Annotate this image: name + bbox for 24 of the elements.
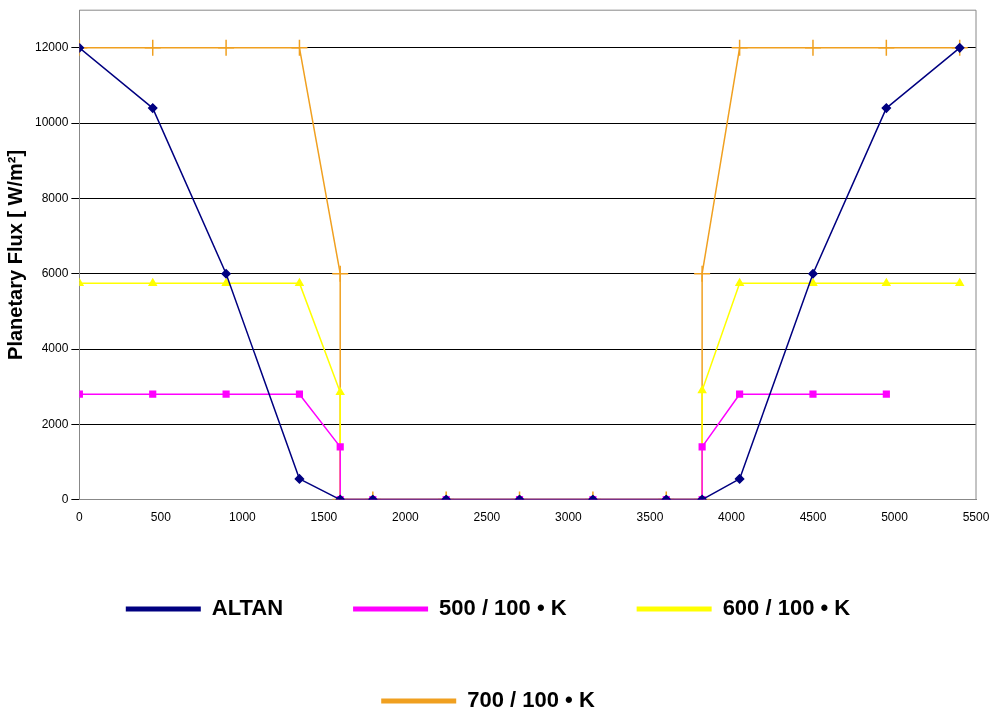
x-tick-label: 4500 xyxy=(799,510,827,525)
legend-label: 600 / 100 • K xyxy=(722,595,851,621)
y-tick-label: 12000 xyxy=(34,40,69,55)
x-tick-label: 0 xyxy=(76,510,84,525)
x-tick-label: 500 xyxy=(150,510,172,525)
y-tick-label: 8000 xyxy=(41,190,69,205)
legend-label: 700 / 100 • K xyxy=(467,687,595,713)
y-tick-label: 2000 xyxy=(41,416,69,431)
x-tick-label: 3500 xyxy=(636,510,664,525)
x-tick-label: 2500 xyxy=(473,510,501,525)
legend-label: ALTAN xyxy=(211,595,284,621)
x-tick-label: 1500 xyxy=(310,510,338,525)
y-tick-label: 6000 xyxy=(41,266,69,281)
y-tick-label: 4000 xyxy=(41,341,69,356)
x-tick-label: 5500 xyxy=(962,510,990,525)
y-tick-label: 0 xyxy=(61,491,69,506)
x-tick-label: 1000 xyxy=(229,510,257,525)
legend-label: 500 / 100 • K xyxy=(439,595,567,621)
x-tick-label: 5000 xyxy=(881,510,909,525)
y-tick-label: 10000 xyxy=(34,115,69,130)
x-tick-label: 4000 xyxy=(718,510,746,525)
y-axis-title: Planetary Flux [ W/m²] xyxy=(3,149,26,360)
x-tick-label: 3000 xyxy=(555,510,583,525)
x-tick-label: 2000 xyxy=(392,510,420,525)
